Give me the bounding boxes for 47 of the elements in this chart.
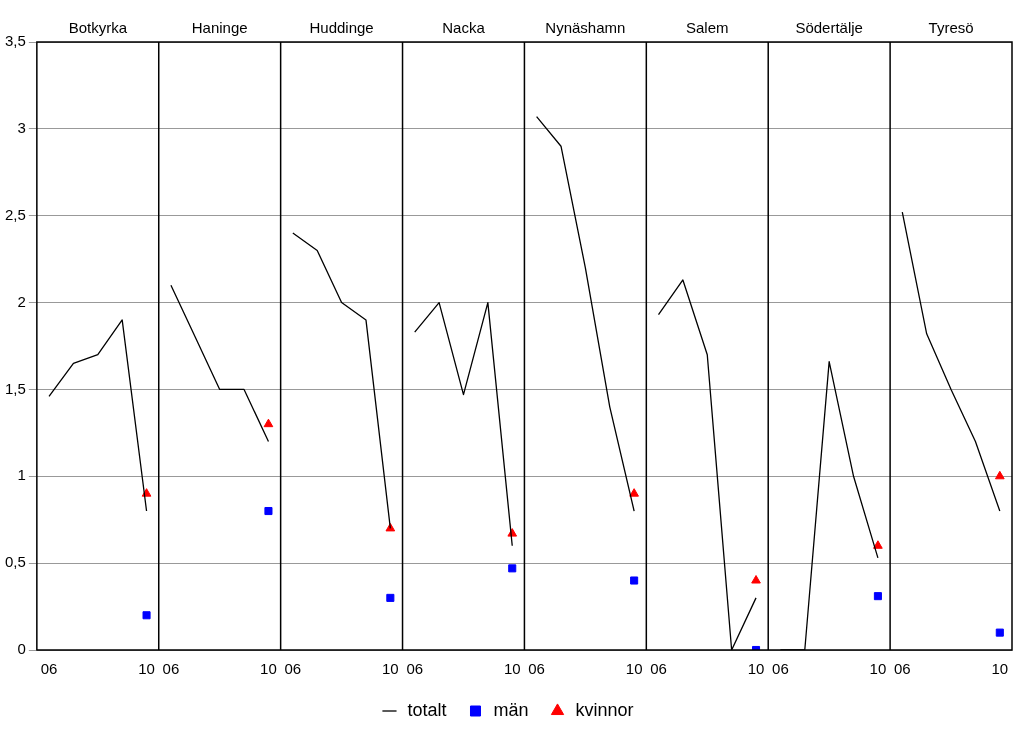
y-tick-label: 3,5: [4, 32, 26, 50]
text: Haninge: [191, 18, 248, 36]
legend-label: kvinnor: [575, 699, 634, 720]
text: Botkyrka: [68, 18, 128, 36]
y-tick-label: 2,5: [4, 205, 26, 223]
x-tick-label: 10: [625, 660, 643, 678]
point: [508, 564, 517, 573]
y-tick-label: 1: [17, 466, 26, 484]
point: [995, 628, 1004, 637]
x-tick-label: 06: [162, 660, 180, 678]
text: Södertälje: [795, 18, 863, 36]
y-tick-label: 1,5: [4, 379, 26, 397]
x-tick-label: 06: [650, 660, 667, 678]
point: [873, 592, 882, 601]
legend-label: totalt: [407, 699, 447, 720]
x-tick-label: 06: [528, 660, 545, 678]
y-tick-label: 0: [17, 640, 26, 658]
point: [630, 576, 639, 585]
point: [142, 611, 151, 620]
point: [994, 470, 1005, 480]
text: Huddinge: [309, 18, 374, 36]
x-tick-label: 10: [503, 660, 521, 678]
y-tick-label: 2: [17, 292, 26, 310]
x-tick-label: 10: [747, 660, 765, 678]
y-tick-label: 0,5: [4, 553, 26, 571]
point: [263, 418, 274, 428]
text: Tyresö: [928, 18, 974, 36]
point: [386, 593, 395, 602]
x-tick-label: 06: [40, 660, 58, 678]
legend-label: män: [493, 699, 529, 720]
x-tick-label: 06: [284, 660, 302, 678]
point: [873, 540, 883, 549]
text: Nacka: [442, 18, 486, 36]
x-tick-label: 10: [991, 660, 1009, 678]
x-tick-label: 10: [382, 660, 399, 678]
point: [629, 488, 639, 497]
x-tick-label: 06: [406, 660, 424, 678]
x-tick-label: 10: [260, 660, 277, 678]
point: [751, 575, 761, 584]
x-tick-label: 06: [893, 660, 911, 678]
y-tick-label: 3: [17, 119, 26, 136]
point: [264, 506, 273, 516]
text: Salem: [686, 18, 729, 36]
x-tick-label: 10: [869, 660, 887, 678]
x-tick-label: 06: [772, 660, 789, 678]
text: Nynäshamn: [545, 18, 626, 36]
x-tick-label: 10: [138, 660, 155, 678]
